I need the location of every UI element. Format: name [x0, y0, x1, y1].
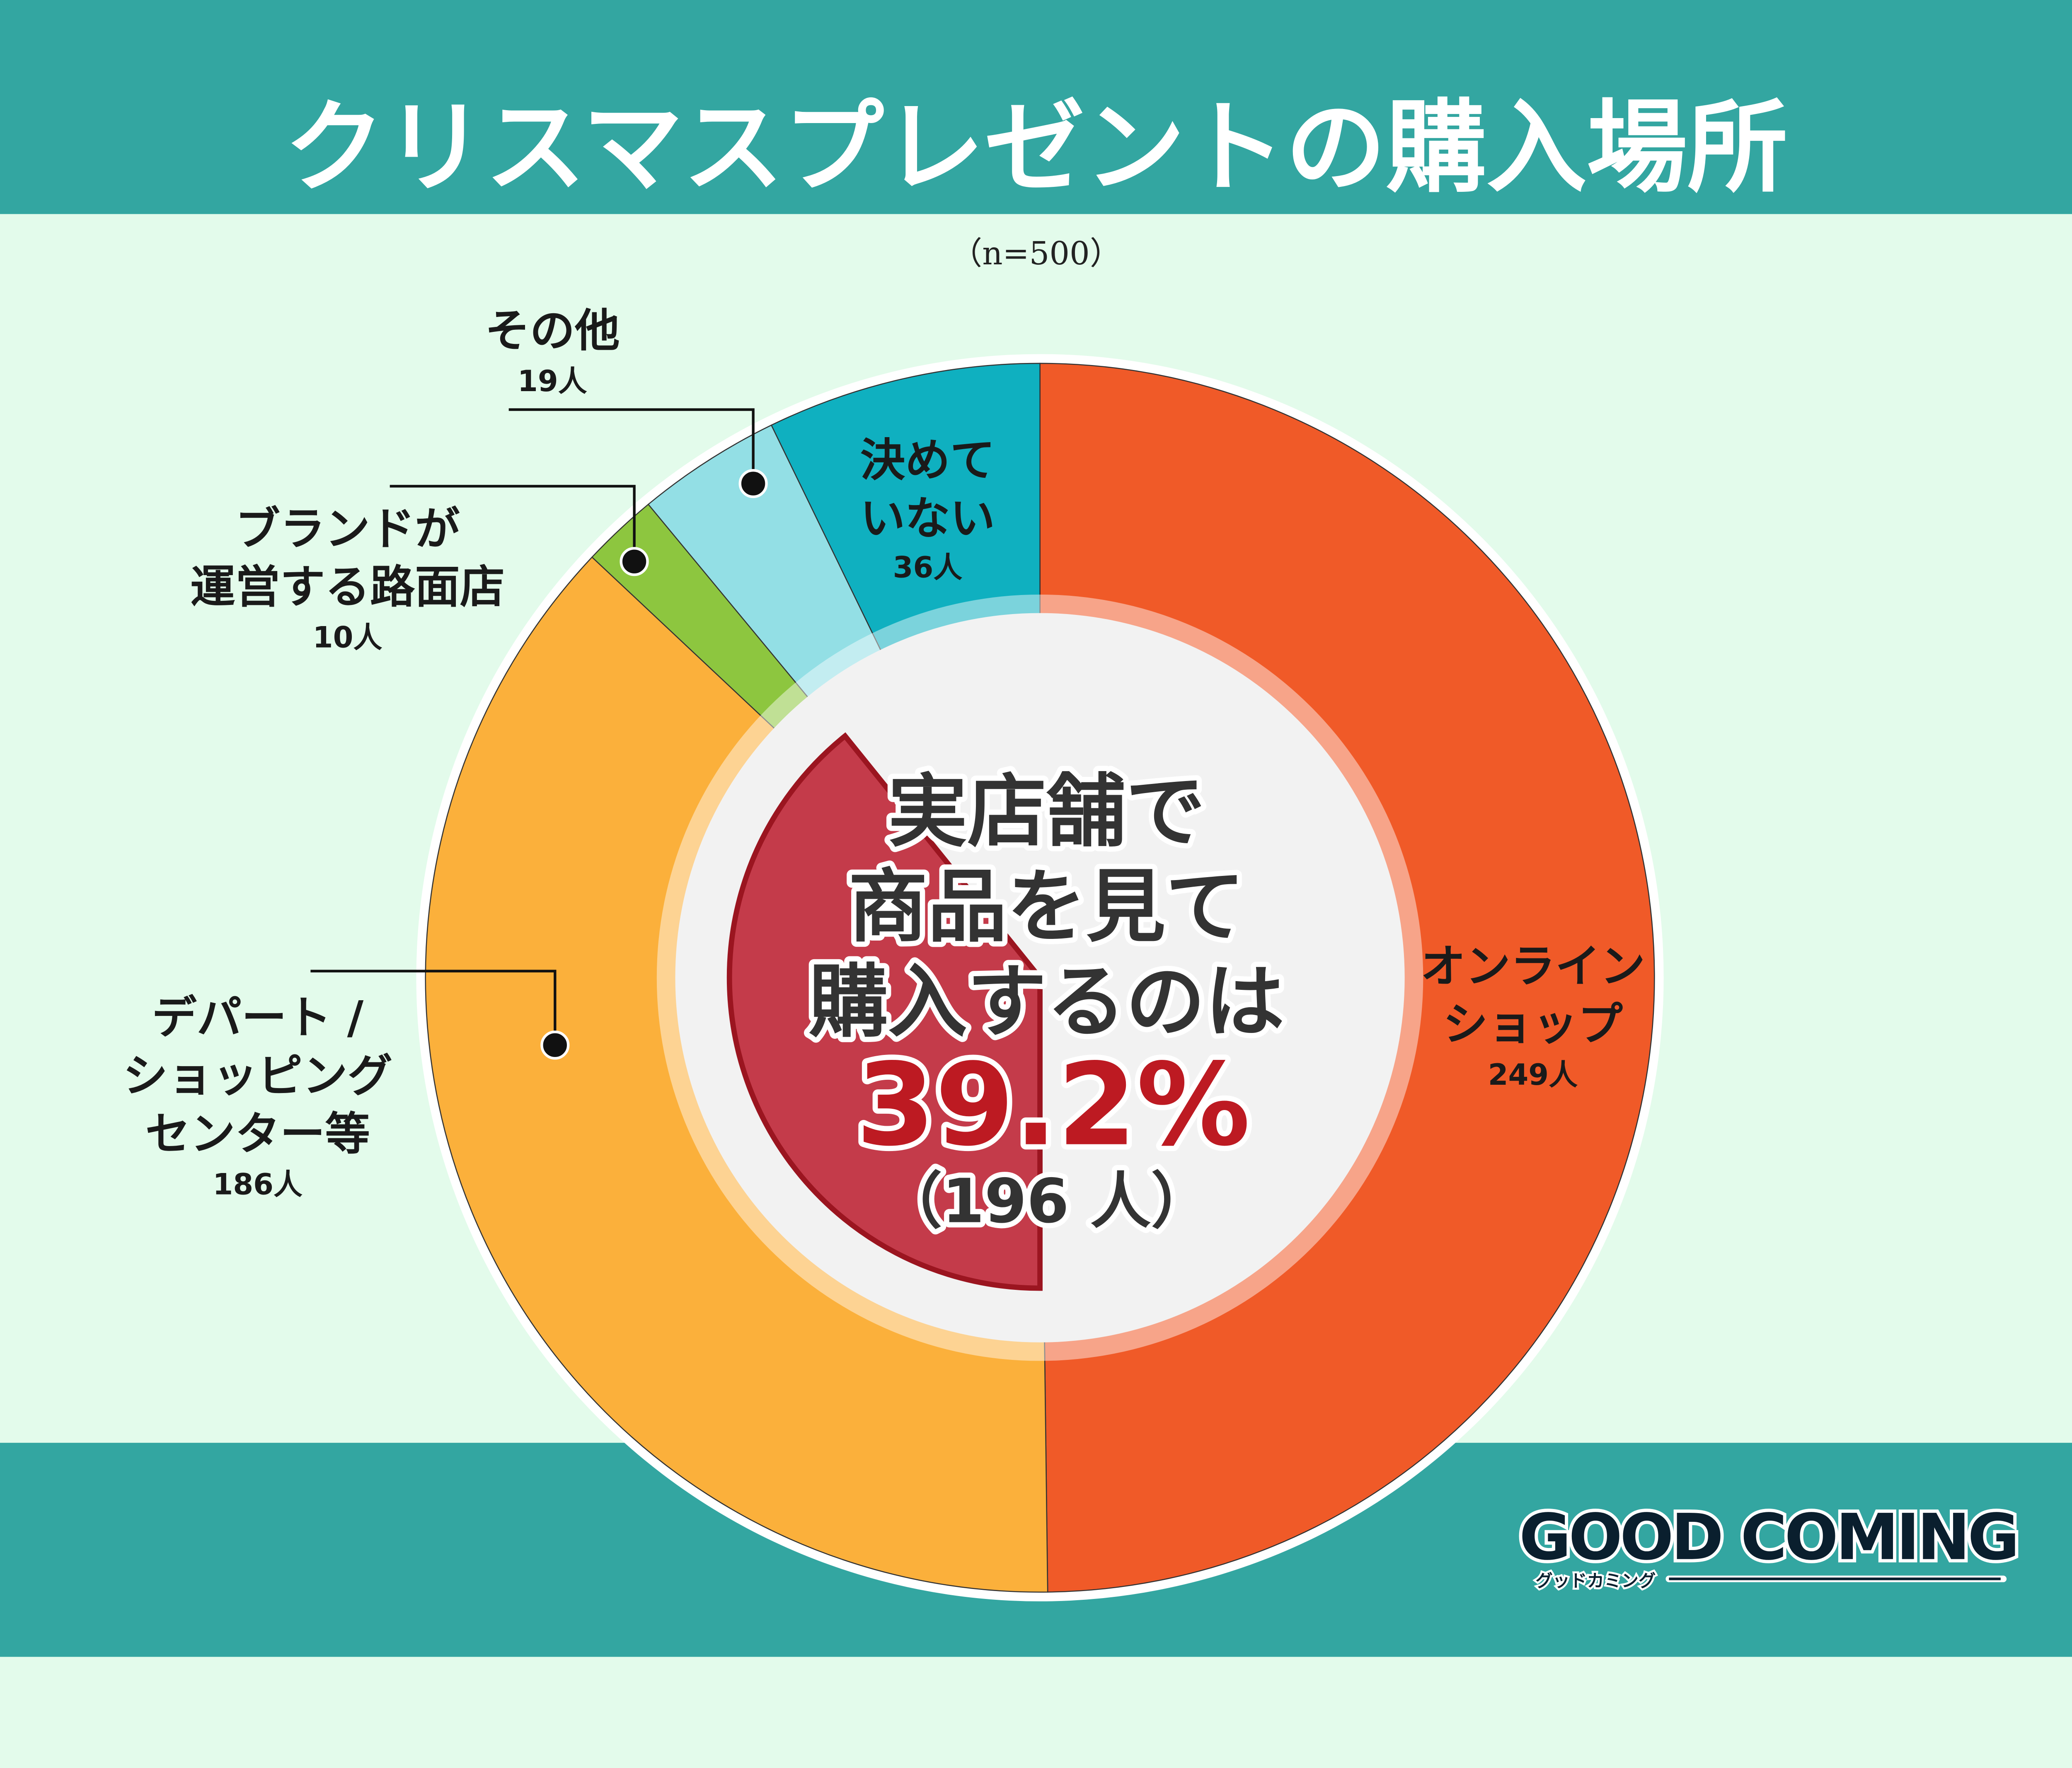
label-line: ショッピング	[123, 1050, 392, 1102]
logo-subtext: グッドカミング	[1535, 1571, 1656, 1591]
callout-line: 購入するのは	[809, 956, 1285, 1048]
count-label: 186人	[213, 1168, 303, 1202]
label-line: デパート /	[152, 992, 363, 1044]
count-label: 19人	[518, 364, 587, 398]
count-label: 10人	[313, 620, 382, 654]
label-undecided: 決めて いない 36人	[860, 434, 995, 585]
label-online: オンライン ショップ 249人	[1421, 940, 1645, 1092]
callout-percent: 39.2%	[856, 1038, 1250, 1171]
label-line: ブランドが	[235, 503, 460, 555]
callout-line: 商品を見て	[848, 861, 1245, 953]
leader-line-brand	[390, 485, 636, 562]
center-callout: 実店舗で 商品を見て 購入するのは 39.2% （196 人）	[804, 760, 1290, 1242]
infographic: クリスマスプレゼントの購入場所 （n=500） オンライン ショップ 249人 …	[0, 0, 2072, 1657]
leader-line-department	[310, 970, 557, 1045]
page-title: クリスマスプレゼントの購入場所	[284, 89, 1788, 206]
label-line: センター等	[145, 1108, 370, 1160]
highlight-wedge	[726, 732, 1043, 1291]
count-label: 249人	[1488, 1058, 1578, 1092]
leader-dot-department	[540, 1030, 570, 1060]
goodcoming-logo: GOOD COMING グッドカミング	[1516, 1497, 2023, 1593]
sample-size: （n=500）	[951, 235, 1121, 272]
label-line: オンライン	[1421, 940, 1645, 992]
label-line: ショップ	[1443, 998, 1623, 1051]
label-other: その他 19人	[485, 304, 620, 398]
label-brand: ブランドが 運営する路面店 10人	[190, 503, 505, 655]
label-line: 運営する路面店	[190, 561, 505, 613]
count-label: 36人	[893, 550, 963, 584]
leader-dot-brand	[620, 547, 649, 576]
leader-dot-other	[738, 469, 768, 498]
label-line: その他	[485, 304, 620, 357]
logo-text: GOOD COMING	[1519, 1501, 2017, 1575]
header-bar	[0, 0, 2072, 214]
label-department: デパート / ショッピング センター等 186人	[123, 992, 392, 1202]
callout-line: 実店舗で	[888, 766, 1205, 858]
callout-count: （196 人）	[881, 1166, 1212, 1237]
label-line: 決めて	[860, 434, 995, 486]
label-line: いない	[860, 492, 995, 544]
leader-line-other	[508, 408, 755, 484]
